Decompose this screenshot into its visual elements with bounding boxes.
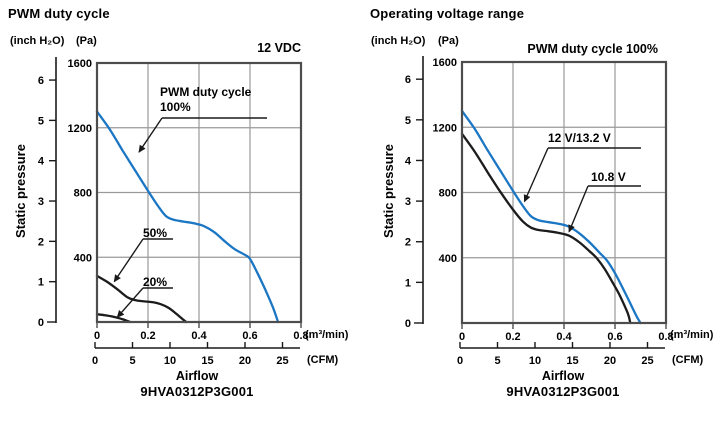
left-x-axis-title: Airflow xyxy=(175,369,219,383)
inch-h2o-tick-label: 5 xyxy=(405,115,411,127)
pa-tick-label: 800 xyxy=(74,188,92,200)
annotation-leader-arrow xyxy=(116,287,144,318)
annotation-leader-arrow xyxy=(138,117,163,153)
left-model-number: 9HVA0312P3G001 xyxy=(140,384,254,399)
m3min-tick-label: 0.8 xyxy=(293,330,308,342)
right-cfm-unit-label: (CFM) xyxy=(672,354,704,366)
m3min-tick-label: 0.4 xyxy=(556,331,572,343)
cfm-tick-label: 10 xyxy=(164,355,176,367)
right-x-axis-title: Airflow xyxy=(541,369,585,383)
inch-h2o-tick-label: 3 xyxy=(405,196,411,208)
inch-h2o-tick-label: 4 xyxy=(38,156,45,168)
m3min-tick-label: 0 xyxy=(459,331,465,343)
right-model-number: 9HVA0312P3G001 xyxy=(506,384,620,399)
inch-h2o-tick-label: 6 xyxy=(405,74,411,86)
cfm-tick-label: 25 xyxy=(276,355,288,367)
pa-tick-label: 1600 xyxy=(68,58,92,70)
annotation-label-pwm-100: PWM duty cycle 100% xyxy=(160,85,252,114)
m3min-tick-label: 0.6 xyxy=(242,330,257,342)
plot-border xyxy=(95,61,303,324)
left-chart-title: PWM duty cycle xyxy=(8,6,110,21)
right-chart-plot: 400 800 1200 1600 0 1 2 3 4 5 6 0 0.2 0.4 0.6 0.8 0 5 10 15… xyxy=(405,56,674,367)
pa-tick-label: 1600 xyxy=(433,57,457,69)
inch-h2o-tick-label: 1 xyxy=(38,277,44,289)
left-condition-label: 12 VDC xyxy=(257,41,301,55)
inch-h2o-tick-label: 1 xyxy=(405,277,411,289)
inch-h2o-tick-label: 0 xyxy=(38,317,44,329)
inch-h2o-tick-label: 6 xyxy=(38,75,44,87)
curve-10.8-v xyxy=(460,132,632,325)
plot-border xyxy=(460,60,668,325)
annotation-label-12v: 12 V/13.2 V xyxy=(548,131,611,145)
annotation-leader-arrow xyxy=(523,147,549,203)
pa-tick-label: 1200 xyxy=(433,122,457,134)
annotation-label-pwm-20: 20% xyxy=(143,275,168,289)
cfm-tick-label: 0 xyxy=(457,355,463,367)
curve-20- xyxy=(95,313,132,324)
m3min-tick-label: 0.4 xyxy=(191,330,207,342)
annotation-label-10-8v: 10.8 V xyxy=(591,170,626,184)
right-m3min-unit-label: (m³/min) xyxy=(670,329,714,341)
left-pa-unit-label: (Pa) xyxy=(76,35,97,47)
m3min-tick-label: 0.6 xyxy=(607,331,622,343)
right-condition-label: PWM duty cycle 100% xyxy=(527,42,658,56)
left-cfm-unit-label: (CFM) xyxy=(307,354,339,366)
right-inch-h2o-unit-label: (inch H₂O) xyxy=(371,35,426,47)
m3min-tick-label: 0.2 xyxy=(140,330,155,342)
curve-pwm-duty-cycle-100- xyxy=(95,110,280,324)
pa-tick-label: 400 xyxy=(74,252,92,264)
cfm-tick-label: 25 xyxy=(641,355,653,367)
annotation-leader-arrow xyxy=(113,238,144,283)
curve-50- xyxy=(95,274,188,324)
m3min-tick-label: 0.2 xyxy=(505,331,520,343)
left-chart-plot: 400 800 1200 1600 0 1 2 3 4 5 6 0 0.2 0.4 0.6 0.8 0 5 10 15… xyxy=(38,57,309,367)
annotation-label-pwm-50: 50% xyxy=(143,226,168,240)
inch-h2o-tick-label: 0 xyxy=(405,318,411,330)
pa-tick-label: 1200 xyxy=(68,123,92,135)
inch-h2o-tick-label: 4 xyxy=(405,155,412,167)
inch-h2o-tick-label: 2 xyxy=(38,236,44,248)
inch-h2o-tick-label: 3 xyxy=(38,196,44,208)
inch-h2o-tick-label: 5 xyxy=(38,115,44,127)
curve-12-v-13.2-v xyxy=(460,109,642,325)
cfm-tick-label: 10 xyxy=(529,355,541,367)
cfm-tick-label: 20 xyxy=(604,355,616,367)
left-m3min-unit-label: (m³/min) xyxy=(305,329,349,341)
annotation-leader-arrow xyxy=(568,185,589,233)
inch-h2o-tick-label: 2 xyxy=(405,237,411,249)
cfm-tick-label: 5 xyxy=(129,355,135,367)
left-y-axis-title: Static pressure xyxy=(13,144,28,238)
cfm-tick-label: 0 xyxy=(92,355,98,367)
pa-tick-label: 400 xyxy=(439,253,457,265)
right-chart-title: Operating voltage range xyxy=(370,6,525,21)
pa-tick-label: 800 xyxy=(439,188,457,200)
cfm-tick-label: 15 xyxy=(566,355,578,367)
cfm-tick-label: 15 xyxy=(201,355,213,367)
right-pa-unit-label: (Pa) xyxy=(438,35,459,47)
m3min-tick-label: 0 xyxy=(94,330,100,342)
left-inch-h2o-unit-label: (inch H₂O) xyxy=(10,35,65,47)
cfm-tick-label: 5 xyxy=(494,355,500,367)
right-y-axis-title: Static pressure xyxy=(381,144,396,238)
m3min-tick-label: 0.8 xyxy=(658,331,673,343)
cfm-tick-label: 20 xyxy=(239,355,251,367)
